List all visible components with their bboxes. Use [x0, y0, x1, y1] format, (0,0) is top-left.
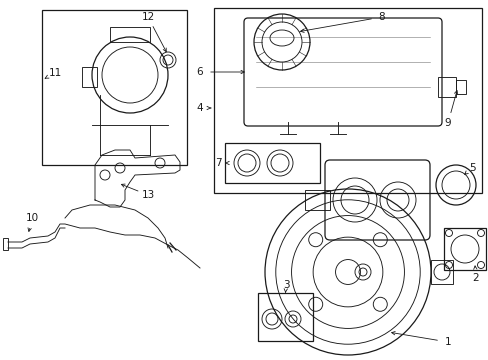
Bar	[3, 238, 8, 250]
Bar	[437, 77, 455, 97]
Bar	[42, 10, 186, 165]
Text: 11: 11	[48, 68, 61, 78]
Text: 3: 3	[282, 280, 289, 290]
Text: 1: 1	[444, 337, 450, 347]
Bar	[82, 67, 97, 87]
Bar	[430, 260, 452, 284]
Bar	[305, 190, 329, 210]
Bar	[224, 143, 319, 183]
Bar	[455, 80, 465, 94]
Bar	[110, 27, 150, 42]
Text: 13: 13	[141, 190, 154, 200]
Text: 8: 8	[378, 12, 385, 22]
Bar	[258, 293, 312, 341]
Text: 9: 9	[444, 118, 450, 128]
Text: 7: 7	[214, 158, 221, 168]
Text: 2: 2	[472, 273, 478, 283]
Text: 6: 6	[196, 67, 203, 77]
Text: 10: 10	[25, 213, 39, 223]
Bar	[443, 228, 485, 270]
Bar	[214, 8, 481, 193]
Text: 4: 4	[196, 103, 203, 113]
Text: 12: 12	[141, 12, 154, 22]
Text: 5: 5	[468, 163, 474, 173]
